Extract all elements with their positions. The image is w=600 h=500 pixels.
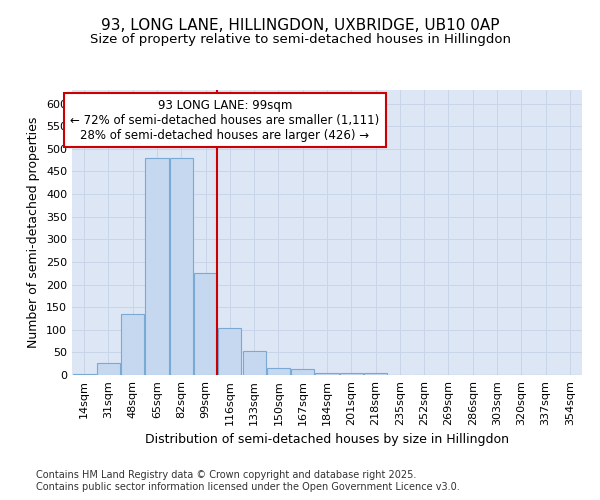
Bar: [291, 369, 314, 375]
Bar: [145, 158, 169, 375]
Bar: [316, 372, 338, 375]
Bar: [340, 372, 363, 375]
Bar: [73, 374, 95, 375]
Bar: [267, 368, 290, 375]
Text: 93, LONG LANE, HILLINGDON, UXBRIDGE, UB10 0AP: 93, LONG LANE, HILLINGDON, UXBRIDGE, UB1…: [101, 18, 499, 32]
Text: Contains HM Land Registry data © Crown copyright and database right 2025.
Contai: Contains HM Land Registry data © Crown c…: [36, 470, 460, 492]
Bar: [194, 273, 217, 375]
X-axis label: Distribution of semi-detached houses by size in Hillingdon: Distribution of semi-detached houses by …: [145, 433, 509, 446]
Text: Size of property relative to semi-detached houses in Hillingdon: Size of property relative to semi-detach…: [89, 32, 511, 46]
Bar: [121, 314, 144, 375]
Bar: [242, 352, 266, 375]
Text: 93 LONG LANE: 99sqm
← 72% of semi-detached houses are smaller (1,111)
28% of sem: 93 LONG LANE: 99sqm ← 72% of semi-detach…: [70, 98, 380, 142]
Bar: [97, 363, 120, 375]
Bar: [170, 158, 193, 375]
Y-axis label: Number of semi-detached properties: Number of semi-detached properties: [28, 117, 40, 348]
Bar: [364, 372, 387, 375]
Bar: [218, 328, 241, 375]
